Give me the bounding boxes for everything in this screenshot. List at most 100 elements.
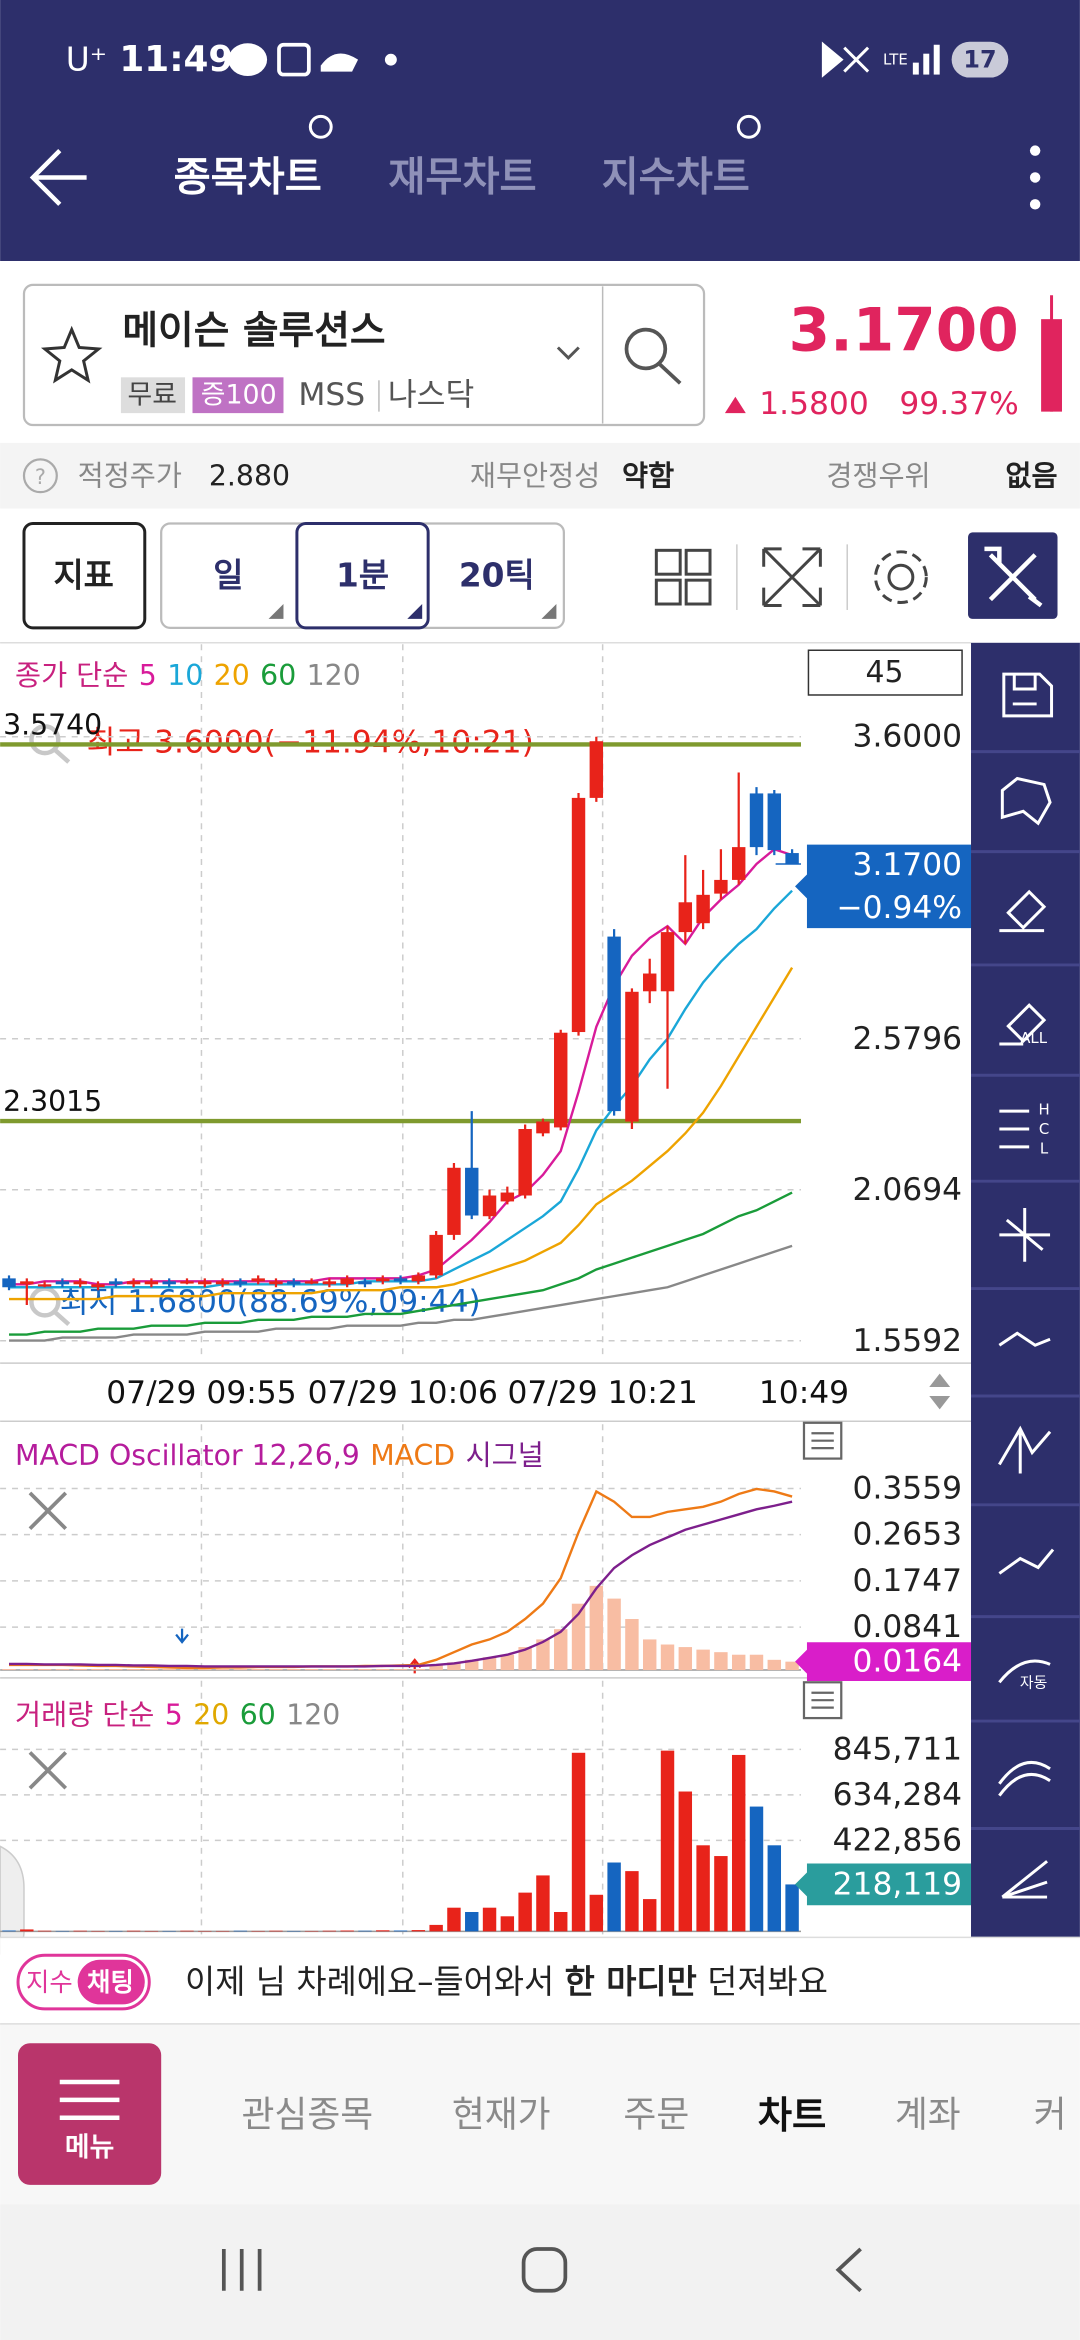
bottom-nav <box>0 2023 1080 2205</box>
search-button[interactable] <box>624 327 682 385</box>
tool-icon[interactable] <box>998 1761 1051 1797</box>
candle-body <box>376 1278 390 1282</box>
legend-item: 20 <box>214 659 250 692</box>
oscillator-bar <box>482 1657 497 1671</box>
candle-body <box>180 1281 194 1284</box>
tool-label: H <box>1038 1101 1049 1119</box>
period-button[interactable]: 일 <box>213 557 243 595</box>
volume-bar <box>749 1806 764 1932</box>
back-button[interactable] <box>29 149 87 206</box>
tool-icon[interactable] <box>998 1548 1055 1575</box>
volume-bar <box>678 1791 693 1932</box>
nav-item-active[interactable]: 차트 <box>758 2093 827 2137</box>
oscillator-bar <box>571 1603 586 1671</box>
candle-body <box>465 1167 479 1216</box>
tool-icon[interactable] <box>1000 776 1052 826</box>
volume-bar <box>482 1907 497 1932</box>
candle-body <box>518 1128 532 1196</box>
interval-button: 1분 <box>336 557 389 595</box>
tool-icon[interactable] <box>999 1109 1030 1149</box>
last-value-label: 3.1700 <box>853 847 963 883</box>
tool-icon[interactable] <box>1002 672 1054 718</box>
tool-icons <box>971 672 1080 1899</box>
tool-icon[interactable] <box>999 1003 1047 1046</box>
y-tick-label: 2.5796 <box>853 1021 963 1057</box>
y-tick-label: 1.5592 <box>853 1323 963 1359</box>
tool-icon[interactable] <box>998 1659 1051 1684</box>
nav-item[interactable]: 주문 <box>623 2094 689 2135</box>
candle-body <box>731 847 746 880</box>
tool-icon[interactable] <box>999 1208 1051 1262</box>
zoom-icon[interactable] <box>29 724 71 1327</box>
volume-bar <box>696 1845 710 1932</box>
legend-item: 120 <box>307 659 361 692</box>
battery-level: 17 <box>963 46 996 74</box>
y-tick-label: 0.1747 <box>853 1563 963 1599</box>
y-tick-label: 0.2653 <box>853 1517 963 1553</box>
network-type: LTE <box>883 51 908 69</box>
close-panel[interactable] <box>28 1491 68 1790</box>
panel-menu[interactable] <box>802 1421 843 1720</box>
oscillator-bar <box>162 1669 176 1671</box>
moving-average-line <box>9 1244 793 1342</box>
help-icon[interactable] <box>22 458 58 494</box>
settings-button[interactable] <box>874 550 928 605</box>
app-header <box>0 0 1080 261</box>
candle-body <box>55 1281 70 1285</box>
visible-count-box[interactable] <box>807 649 963 696</box>
legend-item: MACD <box>370 1439 455 1472</box>
tool-icon[interactable] <box>999 889 1047 933</box>
indicator-button[interactable] <box>22 521 147 630</box>
nav-item[interactable]: 커 <box>1034 2094 1067 2135</box>
dropdown-chevron[interactable] <box>556 346 580 361</box>
home-button[interactable] <box>521 2247 568 2293</box>
tool-icon[interactable] <box>998 1425 1052 1474</box>
tick-button[interactable]: 20틱 <box>459 557 535 595</box>
nav-item[interactable]: 계좌 <box>895 2094 961 2135</box>
tool-icon[interactable] <box>1001 1860 1049 1899</box>
layout-button[interactable] <box>654 548 712 606</box>
oscillator-bar <box>696 1649 710 1671</box>
volume-bar <box>607 1862 621 1932</box>
oscillator-bar <box>55 1669 70 1671</box>
volume-bar <box>767 1845 782 1932</box>
interval-selected[interactable] <box>295 521 430 630</box>
moving-average-line <box>9 966 794 1301</box>
tab[interactable]: 지수차트 <box>602 154 750 200</box>
volume-bar <box>536 1875 550 1932</box>
candle-body <box>358 1281 372 1285</box>
candle-body <box>269 1281 283 1285</box>
oscillator-bar <box>767 1659 782 1671</box>
more-menu[interactable] <box>1029 145 1041 210</box>
volume-bar <box>447 1907 461 1932</box>
nav-item[interactable]: 관심종목 <box>241 2094 373 2135</box>
last-value-label: 218,119 <box>833 1866 962 1902</box>
menu-button[interactable] <box>18 2043 162 2185</box>
oscillator-bar <box>411 1669 426 1671</box>
tab-active[interactable]: 종목차트 <box>174 154 322 200</box>
fullscreen-button[interactable] <box>762 547 822 607</box>
favorite-star[interactable] <box>40 325 103 384</box>
oscillator-bar <box>2 1669 16 1671</box>
chat-text: 던져봐요 <box>697 1963 828 2001</box>
macd-line <box>9 1500 793 1668</box>
axis-resize[interactable] <box>929 1373 951 1410</box>
candle-body <box>554 1032 568 1128</box>
info-label: 적정주가 <box>78 459 182 492</box>
menu-label: 메뉴 <box>65 2132 114 2163</box>
candle-body <box>304 1281 319 1284</box>
volume-bar <box>785 1884 799 1932</box>
chat-bar[interactable] <box>0 1937 1080 2024</box>
candle-body <box>447 1167 461 1235</box>
tab[interactable]: 재무차트 <box>388 154 536 200</box>
volume-bar <box>358 1930 372 1932</box>
oscillator-bar <box>554 1629 568 1671</box>
tool-icon[interactable] <box>998 1331 1051 1347</box>
ticker: MSS <box>298 377 365 413</box>
nav-item[interactable]: 현재가 <box>452 2094 551 2135</box>
recents-button[interactable] <box>221 2249 262 2291</box>
level-label: 2.3015 <box>3 1085 102 1118</box>
oscillator-bar <box>660 1644 675 1671</box>
back-nav-button[interactable] <box>835 2247 862 2293</box>
